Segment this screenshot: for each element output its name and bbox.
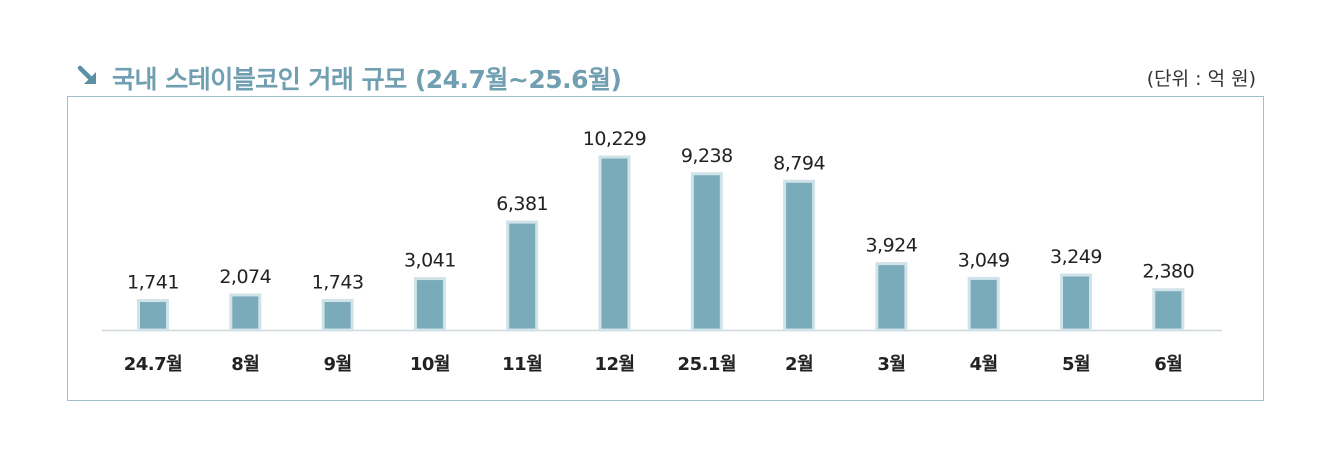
bar: [1152, 288, 1185, 332]
x-tick-label: 5월: [1062, 354, 1090, 375]
data-label: 1,741: [127, 272, 179, 294]
bar: [229, 293, 262, 332]
data-label: 3,924: [865, 235, 917, 257]
x-tick-label: 3월: [877, 354, 905, 375]
data-label: 3,049: [958, 249, 1010, 271]
x-tick-label: 8월: [231, 354, 259, 375]
bar: [690, 172, 723, 332]
bar: [598, 155, 631, 332]
arrow-down-right-icon: [77, 65, 96, 84]
data-label: 8,794: [773, 152, 825, 174]
bar: [875, 262, 908, 332]
data-label: 3,249: [1050, 246, 1102, 268]
chart-title: 국내 스테이블코인 거래 규모 (24.7월~25.6월): [112, 65, 622, 94]
bar: [413, 277, 446, 332]
bar: [783, 179, 816, 332]
x-tick-label: 9월: [324, 354, 352, 375]
data-label: 10,229: [583, 128, 646, 150]
data-label: 2,074: [219, 266, 271, 288]
x-tick-label: 24.7월: [124, 354, 182, 375]
bar: [967, 276, 1000, 332]
title-row: 국내 스테이블코인 거래 규모 (24.7월~25.6월) (단위 : 억 원): [72, 58, 1262, 94]
data-label: 2,380: [1142, 261, 1194, 283]
unit-label: (단위 : 억 원): [1146, 68, 1256, 90]
x-tick-label: 2월: [785, 354, 813, 375]
data-label: 9,238: [681, 145, 733, 167]
bar-chart: 1,741 24.7월 2,074 8월 1,743 9월 3,041 10월 6,381 11월…: [102, 128, 1222, 375]
x-tick-label: 12월: [594, 354, 634, 375]
x-tick-label: 10월: [410, 354, 450, 375]
bar: [137, 299, 169, 332]
data-label: 3,041: [404, 250, 456, 272]
x-tick-label: 25.1월: [678, 354, 736, 375]
bar: [1060, 273, 1092, 332]
data-label: 1,743: [312, 272, 364, 294]
bar: [506, 220, 539, 332]
data-label: 6,381: [496, 193, 548, 215]
chart-frame: 1,741 24.7월 2,074 8월 1,743 9월 3,041 10월 6,381 11월…: [67, 96, 1264, 401]
x-tick-label: 11월: [502, 354, 542, 375]
x-tick-label: 4월: [970, 354, 998, 375]
bar: [321, 299, 354, 332]
x-tick-label: 6월: [1154, 354, 1182, 375]
